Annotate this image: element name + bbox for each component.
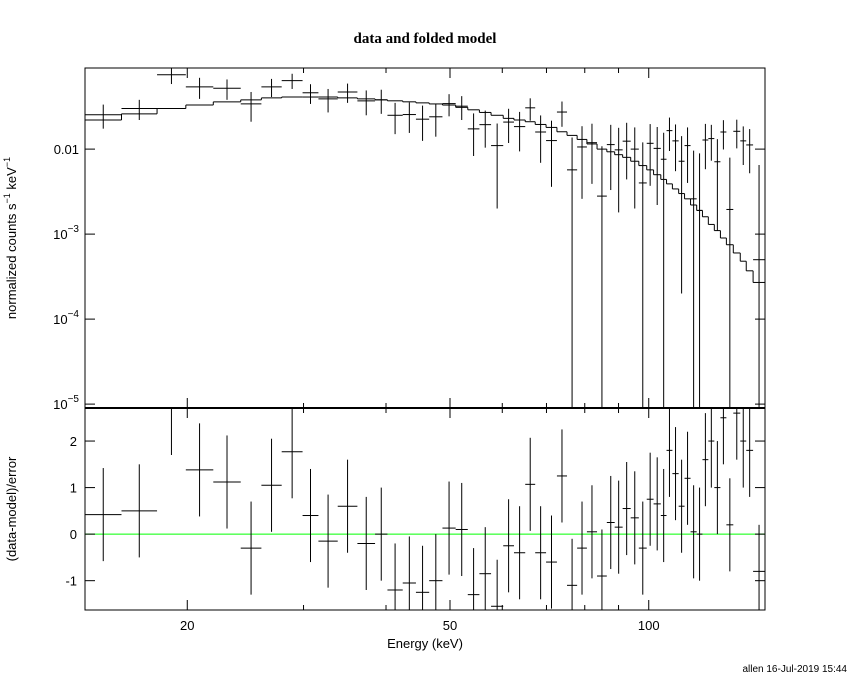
x-tick-label: 20 (180, 618, 194, 633)
y-tick-label: -1 (65, 574, 77, 589)
plot-frame (84, 67, 766, 611)
y-tick-label-base: 10 (53, 227, 67, 242)
x-tick-label: 50 (443, 618, 457, 633)
top-panel (85, 68, 765, 408)
y-tick-label: 2 (70, 434, 77, 449)
y-tick-label: 10−3 (53, 224, 79, 242)
y-tick-label-base: 10 (53, 397, 67, 412)
y-axis-label-exponent: −1 (2, 193, 12, 203)
y-tick-label-exponent: −3 (68, 224, 80, 235)
y-tick-label-base: 10 (53, 312, 67, 327)
y-tick-label-exponent: −5 (68, 394, 80, 405)
y-axis-label-part: normalized counts s (4, 203, 19, 319)
x-axis-label: Energy (keV) (387, 636, 463, 651)
y-axis-label-exponent: −1 (2, 157, 12, 167)
footer: allen 16-Jul-2019 15:44 (742, 664, 847, 675)
y-tick-label: 0 (70, 527, 77, 542)
residual-y-label: (data-model)/error (4, 456, 19, 561)
x-tick-label: 100 (638, 618, 660, 633)
y-axis-label-part: keV (4, 167, 19, 193)
chart-title: data and folded model (354, 31, 497, 47)
y-tick-label: 1 (70, 481, 77, 496)
y-tick-label: 0.01 (54, 142, 79, 157)
y-tick-label: 10−5 (53, 394, 79, 412)
bottom-panel (85, 408, 765, 610)
y-tick-label-base: 0.01 (54, 142, 79, 157)
y-tick-label: 10−4 (53, 309, 79, 327)
y-tick-label-exponent: −4 (68, 309, 80, 320)
y-axis-label: normalized counts s−1 keV−1 (2, 157, 19, 319)
